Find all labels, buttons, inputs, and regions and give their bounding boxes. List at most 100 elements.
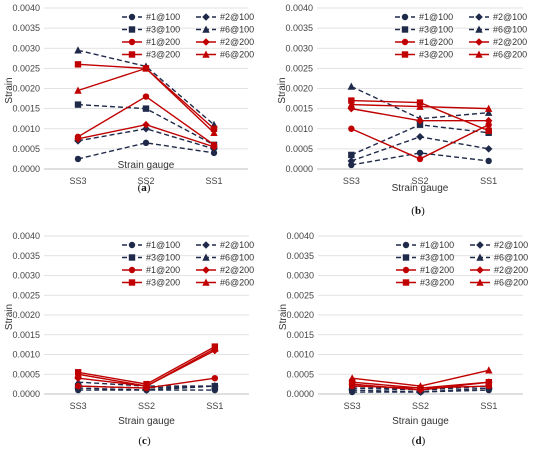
data-point <box>485 157 492 165</box>
data-point <box>210 125 218 132</box>
data-point <box>348 125 355 132</box>
legend-label: #1@100 <box>146 12 180 22</box>
y-axis-title: Strain <box>4 77 15 103</box>
legend-marker <box>128 51 136 58</box>
legend-label: #6@200 <box>220 278 254 288</box>
data-point <box>74 46 82 54</box>
y-tick-label: 0.0005 <box>12 144 40 154</box>
chart-panel-b: 0.0000 0.0005 0.0010 0.0015 0.0020 0.0025 0.00… <box>277 3 527 217</box>
data-point <box>142 93 150 100</box>
legend-label: #2@100 <box>220 12 254 22</box>
legend-label: #3@100 <box>419 25 453 35</box>
x-tick-label: SS3 <box>343 176 360 186</box>
y-axis-title: Strain <box>278 304 289 330</box>
x-axis-title: Strain gauge <box>118 160 175 171</box>
x-axis-title: Strain gauge <box>392 183 449 194</box>
y-tick-label: 0.0005 <box>12 369 40 379</box>
data-point <box>210 143 218 151</box>
y-tick-label: 0.0025 <box>12 290 40 300</box>
legend-label: #3@100 <box>420 253 454 263</box>
y-tick-label: 0.0015 <box>12 330 40 340</box>
legend-marker <box>202 50 210 58</box>
y-tick-label: 0.0000 <box>286 389 314 399</box>
legend-label: #2@200 <box>493 37 527 47</box>
data-point <box>74 155 82 163</box>
data-point <box>347 100 356 108</box>
y-tick-label: 0.0010 <box>12 350 40 360</box>
data-point <box>74 101 82 108</box>
legend-marker <box>401 13 409 21</box>
series-line <box>77 128 215 150</box>
data-point <box>348 97 355 104</box>
data-point <box>485 121 492 128</box>
data-point <box>484 145 493 153</box>
y-axis-title: Strain <box>277 77 288 103</box>
panel-letter: b <box>415 205 421 217</box>
chart-panel-c: 0.0000 0.0005 0.0010 0.0015 0.0020 0.0025 0.00… <box>4 231 254 447</box>
legend-marker <box>402 241 410 249</box>
data-point <box>416 116 424 125</box>
y-tick-label: 0.0025 <box>285 63 313 73</box>
legend-marker <box>202 25 210 33</box>
data-point <box>416 121 424 128</box>
data-point <box>211 344 219 352</box>
x-tick-label: SS2 <box>411 176 428 186</box>
legend: #1@100 #2@100 #3@100 #6@100 #1@200 #2@200 #3@2… <box>396 240 528 288</box>
data-point <box>348 151 355 159</box>
y-tick-label: 0.0030 <box>12 43 40 53</box>
y-tick-label: 0.0000 <box>12 164 40 174</box>
data-point <box>485 127 492 134</box>
data-point <box>416 149 424 157</box>
data-point <box>416 155 424 163</box>
legend-label: #2@200 <box>220 265 254 275</box>
legend-label: #2@100 <box>494 240 528 250</box>
y-tick-label: 0.0000 <box>285 164 313 174</box>
panel-letter: c <box>142 435 147 447</box>
series-#1@200 <box>348 121 492 163</box>
panel-label: (a) <box>138 182 151 194</box>
y-tick-label: 0.0040 <box>286 231 314 241</box>
data-point <box>348 161 355 169</box>
data-point <box>142 64 150 72</box>
y-tick-label: 0.0025 <box>286 290 314 300</box>
y-tick-label: 0.0015 <box>286 330 314 340</box>
legend: #1@100 #2@100 #3@100 #6@100 #1@200 #2@200 #3@2… <box>122 240 254 288</box>
y-tick-label: 0.0035 <box>12 23 40 33</box>
data-point <box>74 374 82 382</box>
legend-marker <box>402 279 410 286</box>
series-#3@200 <box>348 97 492 134</box>
data-point <box>142 382 151 390</box>
legend-label: #6@100 <box>494 253 528 263</box>
legend-label: #6@100 <box>220 25 254 35</box>
y-tick-label: 0.0010 <box>286 350 314 360</box>
panel-letter: d <box>415 435 421 447</box>
y-tick-label: 0.0035 <box>286 251 314 261</box>
y-tick-label: 0.0025 <box>12 63 40 73</box>
legend-marker <box>476 253 484 261</box>
data-point <box>142 124 150 133</box>
y-tick-label: 0.0010 <box>285 124 313 134</box>
y-tick-label: 0.0030 <box>286 271 314 281</box>
data-point <box>347 82 356 90</box>
y-tick-label: 0.0010 <box>12 124 40 134</box>
legend-marker <box>202 38 210 46</box>
panel-label: (c) <box>138 435 151 447</box>
legend-marker <box>402 266 410 274</box>
y-tick-label: 0.0040 <box>12 231 40 241</box>
data-point <box>416 99 424 106</box>
data-point <box>416 133 424 141</box>
y-tick-label: 0.0005 <box>286 369 314 379</box>
y-tick-label: 0.0015 <box>12 104 40 114</box>
x-tick-label: SS1 <box>480 176 497 186</box>
legend-marker <box>202 241 210 249</box>
legend-marker <box>401 26 409 33</box>
x-tick-label: SS3 <box>69 176 86 186</box>
series-line <box>77 142 215 160</box>
panel-letter: a <box>141 182 147 194</box>
legend-marker <box>128 26 136 33</box>
data-point <box>416 382 425 390</box>
x-tick-label: SS2 <box>138 401 155 411</box>
data-point <box>74 382 82 390</box>
legend-label: #2@200 <box>220 37 254 47</box>
